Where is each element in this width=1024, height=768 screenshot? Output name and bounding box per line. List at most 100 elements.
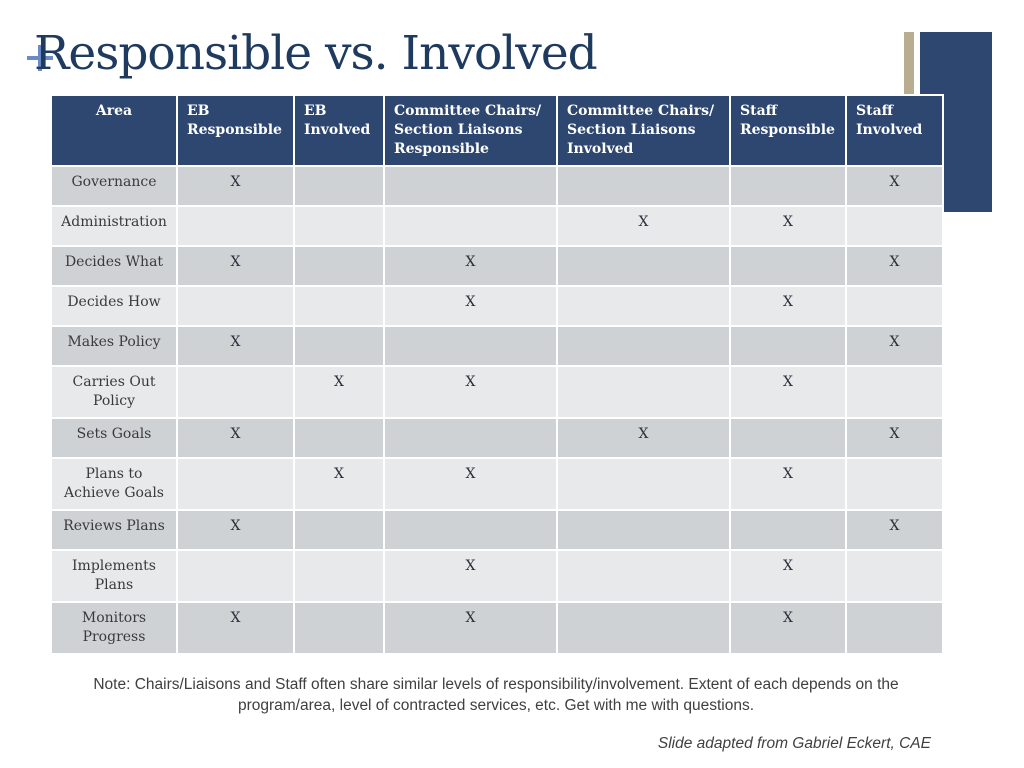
column-header: EB Involved bbox=[293, 94, 385, 167]
text-line: Makes Policy bbox=[67, 334, 161, 350]
text-line: Staff bbox=[856, 103, 894, 119]
mark-cell bbox=[383, 165, 558, 207]
mark-cell bbox=[293, 285, 385, 327]
area-cell: Plans to Achieve Goals bbox=[50, 457, 178, 511]
mark-cell: X bbox=[176, 325, 295, 367]
mark-cell bbox=[383, 509, 558, 551]
area-cell: Carries Out Policy bbox=[50, 365, 178, 419]
area-cell: Reviews Plans bbox=[50, 509, 178, 551]
text-line: Area bbox=[95, 103, 133, 119]
responsibility-table: Area EB Responsible EB Involved Committee Cha… bbox=[50, 94, 944, 655]
mark-cell: X bbox=[293, 457, 385, 511]
mark-cell: X bbox=[176, 245, 295, 287]
mark-cell: X bbox=[729, 601, 847, 655]
text-line: Progress bbox=[82, 629, 146, 645]
table-row: Monitors Progress X X X bbox=[50, 601, 944, 655]
text-line: Governance bbox=[71, 174, 157, 190]
mark-cell bbox=[293, 205, 385, 247]
mark-cell bbox=[845, 205, 944, 247]
table-row: Reviews Plans X X bbox=[50, 509, 944, 551]
text-line: Involved bbox=[304, 122, 371, 138]
mark-cell: X bbox=[176, 417, 295, 459]
mark-cell bbox=[729, 325, 847, 367]
table-row: Implements Plans X X bbox=[50, 549, 944, 603]
mark-cell bbox=[729, 417, 847, 459]
text-line: Administration bbox=[61, 214, 167, 230]
mark-cell bbox=[556, 245, 731, 287]
mark-cell: X bbox=[556, 205, 731, 247]
mark-cell bbox=[556, 457, 731, 511]
table-row: Decides What X X X bbox=[50, 245, 944, 287]
text-line: Implements bbox=[72, 558, 156, 574]
table-header-row: Area EB Responsible EB Involved Committee Cha… bbox=[50, 94, 944, 167]
mark-cell bbox=[293, 245, 385, 287]
mark-cell bbox=[293, 509, 385, 551]
mark-cell: X bbox=[383, 457, 558, 511]
mark-cell bbox=[293, 417, 385, 459]
mark-cell: X bbox=[556, 417, 731, 459]
mark-cell bbox=[383, 205, 558, 247]
text-line: Policy bbox=[93, 393, 135, 409]
mark-cell bbox=[729, 245, 847, 287]
text-line: Plans to bbox=[85, 466, 143, 482]
area-cell: Sets Goals bbox=[50, 417, 178, 459]
table-row: Governance X X bbox=[50, 165, 944, 207]
mark-cell bbox=[845, 457, 944, 511]
mark-cell: X bbox=[729, 549, 847, 603]
mark-cell bbox=[556, 549, 731, 603]
area-cell: Decides How bbox=[50, 285, 178, 327]
mark-cell: X bbox=[729, 285, 847, 327]
text-line: Responsible bbox=[187, 122, 282, 138]
text-line: Plans bbox=[94, 577, 134, 593]
table-row: Plans to Achieve Goals X X X bbox=[50, 457, 944, 511]
area-cell: Monitors Progress bbox=[50, 601, 178, 655]
text-line: Responsible bbox=[394, 141, 489, 157]
footnote: Note: Chairs/Liaisons and Staff often sh… bbox=[93, 676, 899, 714]
mark-cell: X bbox=[845, 417, 944, 459]
mark-cell: X bbox=[176, 509, 295, 551]
text-line: Carries Out bbox=[72, 374, 156, 390]
text-line: EB bbox=[304, 103, 327, 119]
mark-cell: X bbox=[383, 285, 558, 327]
mark-cell bbox=[556, 365, 731, 419]
mark-cell: X bbox=[293, 365, 385, 419]
table-row: Sets Goals X X X bbox=[50, 417, 944, 459]
mark-cell: X bbox=[383, 365, 558, 419]
column-header: Staff Involved bbox=[845, 94, 944, 167]
mark-cell: X bbox=[845, 325, 944, 367]
mark-cell bbox=[383, 325, 558, 367]
mark-cell: X bbox=[845, 245, 944, 287]
text-line: Sets Goals bbox=[76, 426, 152, 442]
mark-cell bbox=[176, 549, 295, 603]
mark-cell bbox=[729, 509, 847, 551]
table-row: Carries Out Policy X X X bbox=[50, 365, 944, 419]
mark-cell bbox=[293, 325, 385, 367]
mark-cell bbox=[176, 365, 295, 419]
mark-cell bbox=[845, 365, 944, 419]
mark-cell: X bbox=[383, 245, 558, 287]
mark-cell bbox=[556, 601, 731, 655]
mark-cell: X bbox=[729, 457, 847, 511]
mark-cell bbox=[556, 165, 731, 207]
slide-title: Responsible vs. Involved bbox=[34, 26, 598, 81]
decorative-tan-bar bbox=[904, 32, 914, 94]
mark-cell bbox=[845, 601, 944, 655]
text-line: Achieve Goals bbox=[64, 485, 164, 501]
text-line: Involved bbox=[856, 122, 923, 138]
mark-cell bbox=[383, 417, 558, 459]
mark-cell bbox=[845, 549, 944, 603]
text-line: Decides How bbox=[67, 294, 161, 310]
mark-cell: X bbox=[729, 205, 847, 247]
mark-cell: X bbox=[729, 365, 847, 419]
column-header-area: Area bbox=[50, 94, 178, 167]
mark-cell bbox=[293, 549, 385, 603]
text-line: Committee Chairs/ bbox=[567, 103, 715, 119]
mark-cell: X bbox=[176, 601, 295, 655]
text-line: Section Liaisons bbox=[394, 122, 523, 138]
table-row: Decides How X X bbox=[50, 285, 944, 327]
column-header: Committee Chairs/Section Liaisons Involve… bbox=[556, 94, 731, 167]
text-line: Involved bbox=[567, 141, 634, 157]
text-line: Staff bbox=[740, 103, 778, 119]
column-header: EB Responsible bbox=[176, 94, 295, 167]
area-cell: Makes Policy bbox=[50, 325, 178, 367]
